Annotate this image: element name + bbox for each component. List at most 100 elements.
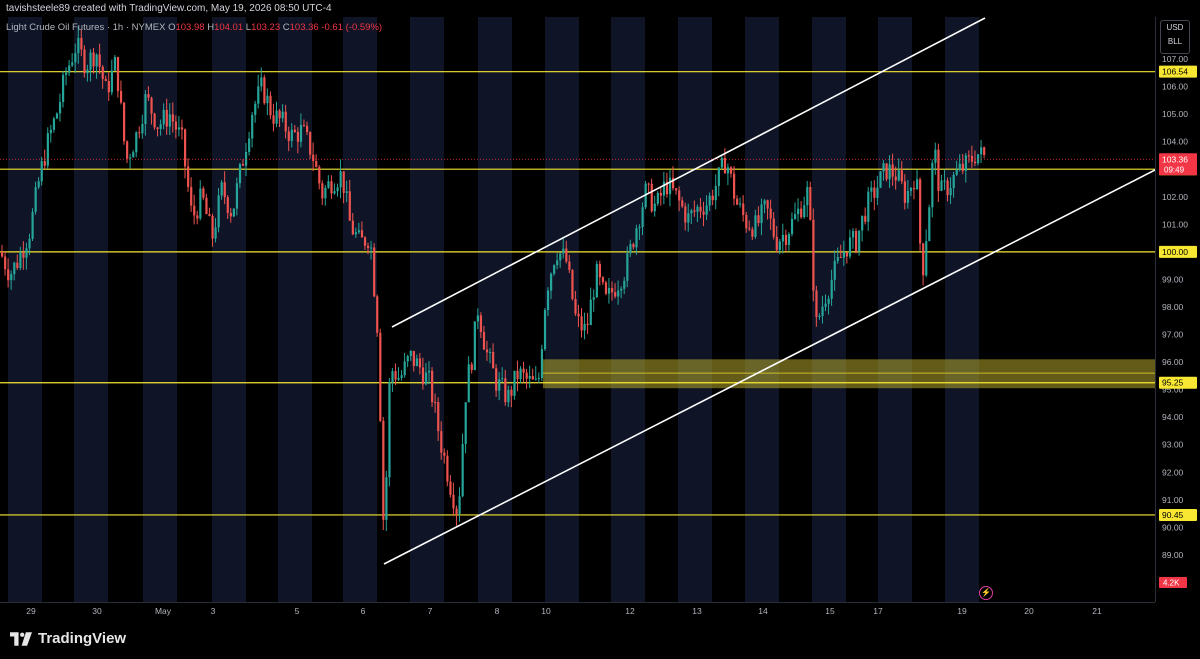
time-tick-label: May bbox=[155, 606, 172, 616]
chart-plot-area[interactable] bbox=[0, 17, 1155, 602]
candle-body bbox=[31, 211, 34, 239]
candle-body bbox=[199, 188, 202, 219]
ohlc-close: 103.36 bbox=[289, 22, 319, 33]
candle-body bbox=[385, 477, 388, 520]
candle-body bbox=[278, 110, 281, 119]
candle-body bbox=[842, 252, 845, 258]
candle-body bbox=[894, 176, 897, 181]
candle-body bbox=[391, 371, 394, 383]
candle-body bbox=[733, 173, 736, 199]
time-tick-label: 8 bbox=[495, 606, 500, 616]
candle-body bbox=[973, 161, 977, 164]
tradingview-brand[interactable]: TradingView bbox=[10, 630, 126, 647]
candle-body bbox=[745, 214, 748, 229]
candle-body bbox=[318, 166, 321, 184]
candle-body bbox=[900, 170, 903, 182]
candle-body bbox=[922, 243, 925, 276]
attribution-text: tavishsteele89 created with TradingView.… bbox=[6, 3, 332, 14]
price-axis-scale[interactable]: 107.00106.00105.00104.00103.00102.00101.… bbox=[1156, 17, 1200, 602]
candle-body bbox=[638, 227, 641, 229]
session-band bbox=[143, 17, 177, 602]
candle-body bbox=[65, 72, 68, 75]
candle-body bbox=[180, 127, 184, 130]
candle-body bbox=[977, 154, 980, 164]
candle-body bbox=[906, 190, 910, 203]
candle-body bbox=[980, 147, 983, 155]
candle-body bbox=[281, 111, 284, 119]
candle-body bbox=[147, 94, 150, 98]
price-tick-label: 92.00 bbox=[1162, 467, 1184, 477]
candle-body bbox=[882, 163, 885, 172]
candle-body bbox=[263, 77, 266, 104]
candle-body bbox=[74, 53, 77, 63]
candle-body bbox=[13, 262, 16, 275]
price-tick-label: 106.00 bbox=[1162, 82, 1188, 92]
candle-body bbox=[351, 220, 354, 235]
candle-body bbox=[650, 183, 653, 212]
price-channel bbox=[383, 17, 1155, 565]
candle-body bbox=[467, 364, 470, 403]
lightning-icon[interactable]: ⚡ bbox=[979, 586, 993, 600]
candle-body bbox=[68, 65, 71, 73]
candle-body bbox=[302, 124, 306, 126]
candle-body bbox=[461, 444, 464, 497]
candle-body bbox=[598, 263, 601, 278]
candle-body bbox=[720, 157, 723, 168]
time-axis-scale[interactable]: 29 30 May 3 5 6 7 8 10 12 13 14 15 17 19 20 21 bbox=[0, 603, 1155, 620]
candle-body bbox=[388, 382, 391, 478]
price-tick-label: 94.00 bbox=[1162, 412, 1184, 422]
candle-body bbox=[839, 257, 842, 259]
price-tick-label: 99.00 bbox=[1162, 274, 1184, 284]
candle-body bbox=[34, 187, 37, 212]
time-tick-label: 6 bbox=[361, 606, 366, 616]
candle-body bbox=[864, 215, 867, 222]
candle-body bbox=[559, 253, 562, 261]
candle-body bbox=[373, 247, 376, 297]
candle-body bbox=[647, 183, 650, 185]
candle-body bbox=[165, 109, 168, 127]
candle-body bbox=[574, 299, 577, 314]
candle-body bbox=[742, 203, 745, 215]
candle-body bbox=[205, 197, 208, 215]
candle-body bbox=[254, 103, 257, 115]
time-tick-label: 12 bbox=[625, 606, 635, 616]
candle-body bbox=[80, 37, 83, 50]
candle-body bbox=[370, 247, 373, 249]
candle-body bbox=[272, 115, 275, 124]
candle-body bbox=[784, 234, 788, 245]
candle-body bbox=[25, 248, 28, 258]
candle-body bbox=[952, 174, 955, 189]
candle-body bbox=[797, 208, 800, 215]
candle-body bbox=[970, 155, 974, 162]
candle-body bbox=[565, 248, 568, 262]
candle-body bbox=[662, 181, 666, 196]
candle-body bbox=[821, 306, 824, 317]
level-badge-label: 106.54 bbox=[1162, 67, 1188, 77]
currency-unit-button[interactable]: USD BLL bbox=[1160, 20, 1190, 54]
candle-body bbox=[967, 155, 971, 157]
attribution-bar: tavishsteele89 created with TradingView.… bbox=[0, 0, 1200, 17]
candle-body bbox=[912, 187, 916, 190]
candle-body bbox=[641, 207, 644, 228]
candle-body bbox=[675, 188, 678, 191]
time-axis[interactable]: 29 30 May 3 5 6 7 8 10 12 13 14 15 17 19 20 21 bbox=[0, 602, 1155, 619]
candle-body bbox=[550, 273, 553, 291]
ohlc-high-label: H bbox=[207, 22, 215, 33]
session-band bbox=[945, 17, 979, 602]
candle-body bbox=[543, 310, 547, 350]
candle-body bbox=[815, 290, 818, 318]
candle-body bbox=[129, 157, 132, 159]
candle-body bbox=[925, 241, 928, 276]
candle-body bbox=[476, 315, 479, 322]
candle-body bbox=[534, 378, 537, 380]
price-axis[interactable]: 107.00106.00105.00104.00103.00102.00101.… bbox=[1155, 17, 1200, 602]
level-badge bbox=[1159, 508, 1197, 521]
session-band bbox=[343, 17, 377, 602]
candle-body bbox=[592, 297, 595, 300]
candle-body bbox=[245, 151, 248, 166]
candle-body bbox=[504, 378, 507, 403]
candle-body bbox=[235, 183, 239, 209]
price-chart[interactable] bbox=[0, 17, 1155, 602]
candle-body bbox=[92, 52, 95, 67]
candle-body bbox=[790, 218, 794, 234]
